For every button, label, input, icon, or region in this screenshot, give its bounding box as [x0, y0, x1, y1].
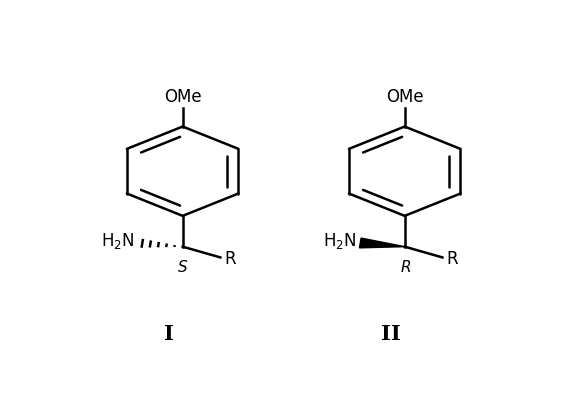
Text: $S$: $S$ [177, 259, 189, 275]
Polygon shape [359, 238, 405, 248]
Text: H$_2$N: H$_2$N [323, 232, 357, 252]
Text: H$_2$N: H$_2$N [101, 232, 135, 252]
Text: R: R [224, 250, 236, 268]
Text: OMe: OMe [386, 88, 423, 106]
Text: R: R [446, 250, 458, 268]
Text: OMe: OMe [164, 88, 202, 106]
Text: II: II [382, 324, 401, 344]
Text: I: I [164, 324, 174, 344]
Text: $R$: $R$ [400, 259, 411, 275]
